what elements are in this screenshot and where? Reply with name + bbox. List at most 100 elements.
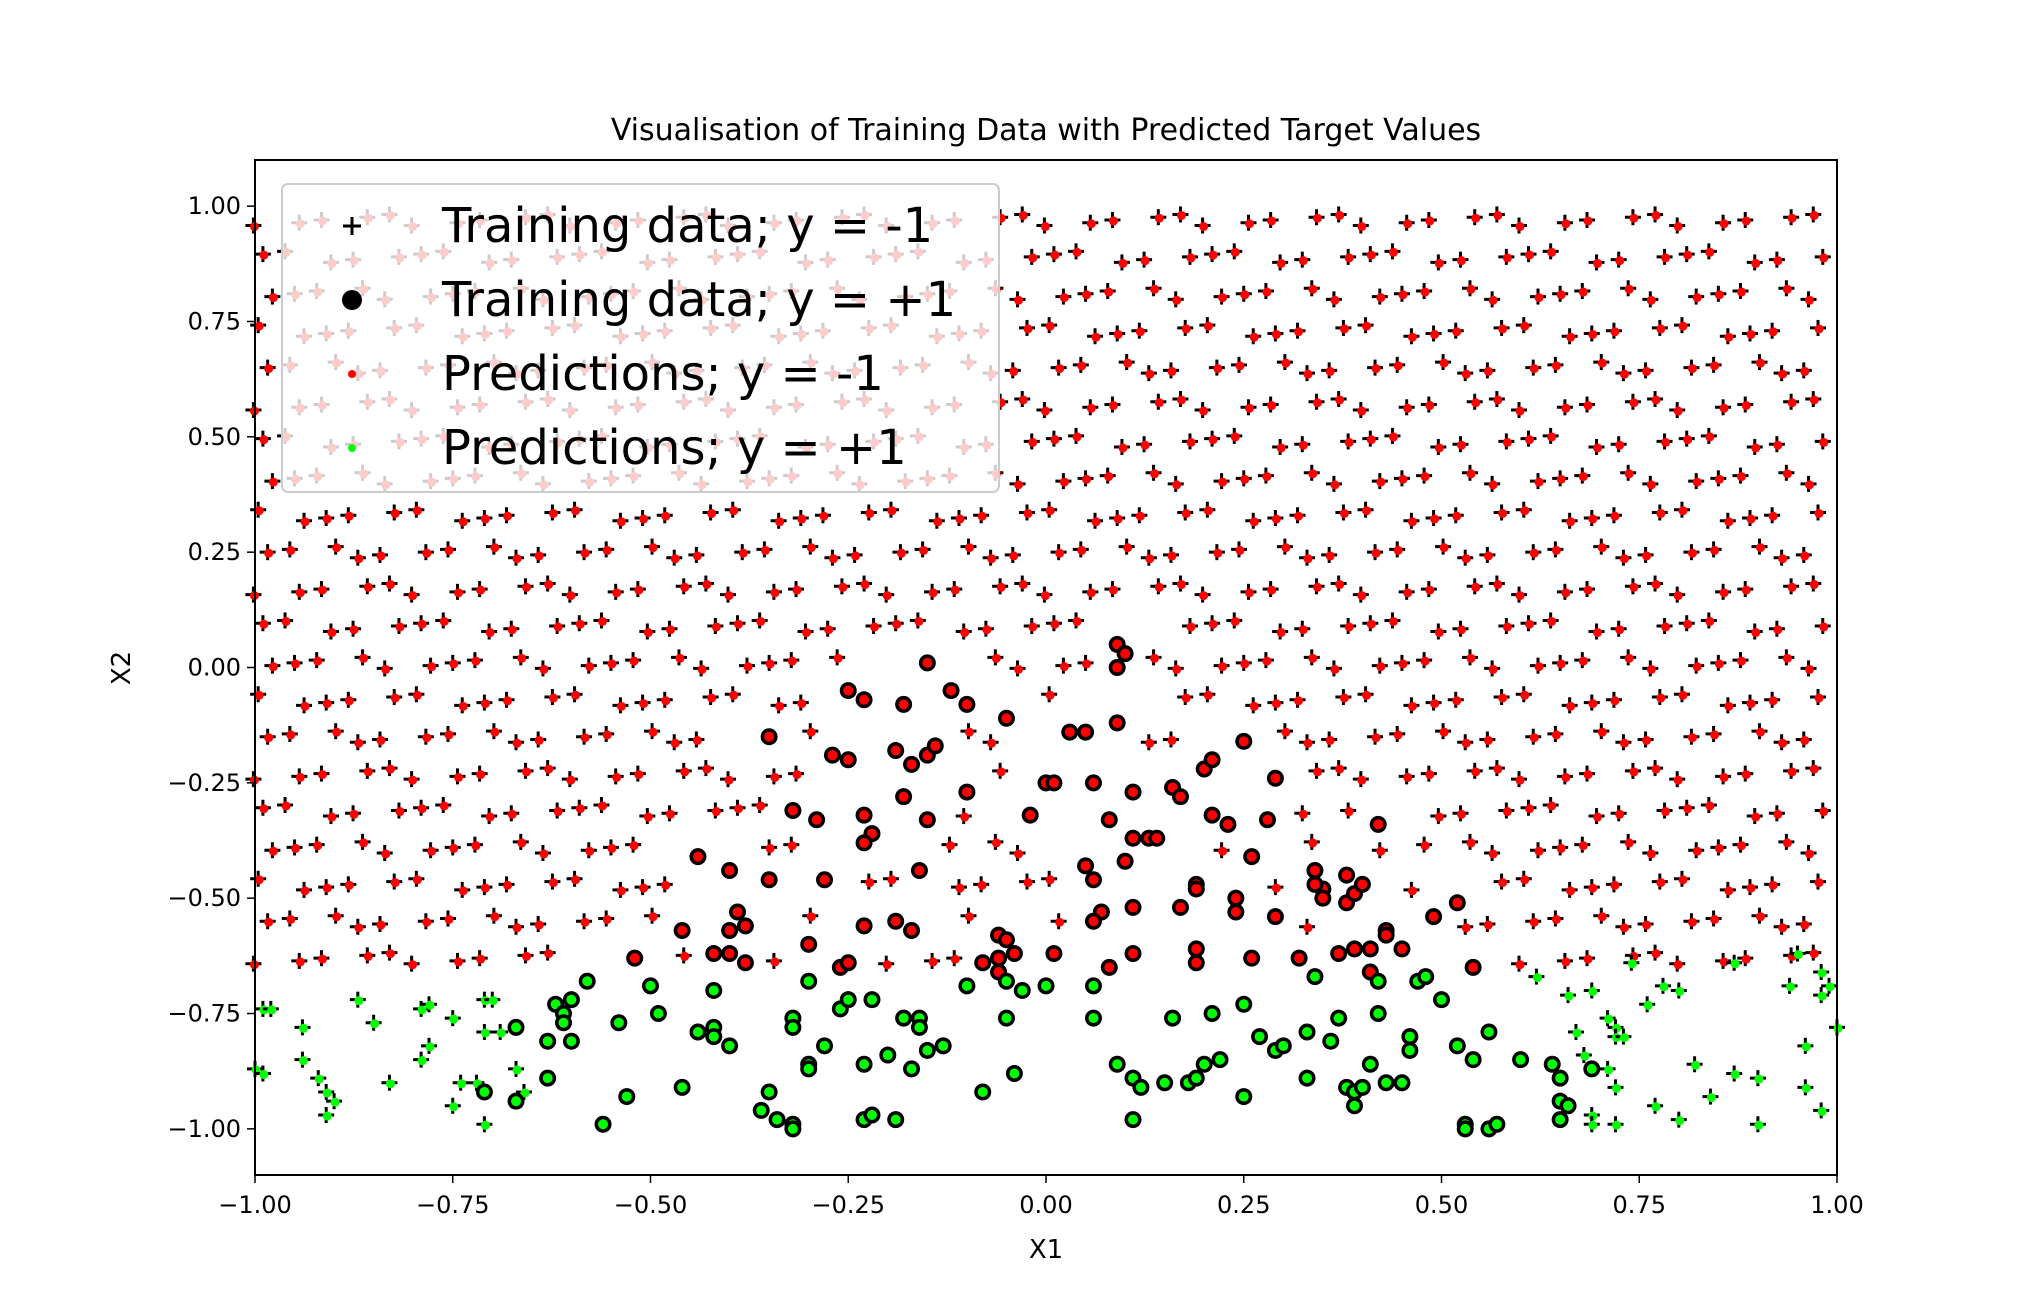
- y-axis-label: X2: [107, 651, 137, 685]
- training-point-neg: [262, 1000, 279, 1017]
- training-point-neg: [1669, 402, 1686, 419]
- training-point-neg: [1466, 393, 1483, 410]
- training-point-pos: [1401, 1041, 1419, 1059]
- legend-label: Predictions; y = +1: [442, 420, 907, 476]
- training-point-neg: [1715, 214, 1732, 231]
- training-point-neg: [1371, 657, 1388, 674]
- training-point-neg: [1651, 873, 1668, 890]
- training-point-neg: [1737, 581, 1754, 598]
- training-point-neg: [1403, 697, 1420, 714]
- training-point-neg: [702, 689, 719, 706]
- training-point-neg: [534, 660, 551, 677]
- training-point-neg: [1435, 354, 1452, 371]
- training-point-neg: [1357, 317, 1374, 334]
- training-point-pos: [997, 1009, 1015, 1027]
- training-point-neg: [1077, 654, 1094, 671]
- training-point-neg: [1072, 541, 1089, 558]
- training-point-neg: [914, 541, 931, 558]
- training-point-neg: [1479, 546, 1496, 563]
- training-point-neg: [1741, 879, 1758, 896]
- training-point-neg: [1262, 211, 1279, 228]
- training-point-pos: [903, 921, 921, 939]
- legend-item: Training data; y = +1: [342, 272, 956, 328]
- training-point-neg: [598, 541, 615, 558]
- training-point-neg: [1647, 944, 1664, 961]
- training-point-neg: [1656, 617, 1673, 634]
- training-point-neg: [1177, 319, 1194, 336]
- training-point-neg: [1710, 470, 1727, 487]
- training-point-neg: [1726, 1065, 1743, 1082]
- training-point-neg: [359, 578, 376, 595]
- y-tick-label: −0.75: [167, 1000, 241, 1028]
- training-point-neg: [1420, 396, 1437, 413]
- training-point-neg: [254, 246, 271, 263]
- training-point-neg: [1009, 291, 1026, 308]
- training-point-neg: [1741, 325, 1758, 342]
- training-point-pos: [1100, 958, 1118, 976]
- training-point-pos: [721, 945, 739, 963]
- training-point-neg: [1651, 504, 1668, 521]
- training-point-pos: [1314, 889, 1332, 907]
- training-point-neg: [403, 586, 420, 603]
- training-point-pos: [855, 1055, 873, 1073]
- training-point-neg: [1678, 615, 1695, 632]
- training-point-neg: [1050, 913, 1067, 930]
- training-point-neg: [1257, 467, 1274, 484]
- training-point-neg: [294, 1019, 311, 1036]
- training-point-neg: [1226, 243, 1243, 260]
- training-point-neg: [1340, 617, 1357, 634]
- training-point-pos: [918, 654, 936, 672]
- training-point-neg: [1257, 283, 1274, 300]
- training-point-neg: [707, 802, 724, 819]
- training-point-neg: [250, 686, 267, 703]
- training-point-neg: [598, 725, 615, 742]
- training-point-neg: [1145, 280, 1162, 297]
- training-point-neg: [254, 430, 271, 447]
- training-point-neg: [1299, 734, 1316, 751]
- training-point-neg: [1041, 317, 1058, 334]
- training-point-neg: [1773, 918, 1790, 935]
- training-point-neg: [1068, 612, 1085, 629]
- training-point-pos: [926, 737, 944, 755]
- training-point-neg: [294, 1051, 311, 1068]
- training-point-pos: [942, 682, 960, 700]
- training-point-pos: [1005, 1065, 1023, 1082]
- training-point-neg: [1014, 390, 1031, 407]
- training-point-neg: [1308, 209, 1325, 226]
- training-point-neg: [688, 731, 705, 748]
- training-point-neg: [349, 734, 366, 751]
- training-point-neg: [1605, 507, 1622, 524]
- training-point-neg: [1637, 546, 1654, 563]
- training-point-pos: [1306, 968, 1324, 986]
- training-point-neg: [1605, 691, 1622, 708]
- training-point-neg: [1267, 694, 1284, 711]
- training-point-neg: [724, 686, 741, 703]
- training-point-neg: [512, 649, 529, 666]
- training-point-neg: [1416, 652, 1433, 669]
- training-point-neg: [1561, 697, 1578, 714]
- training-point-neg: [1583, 879, 1600, 896]
- x-tick-label: −0.25: [811, 1191, 885, 1219]
- training-point-pos: [1448, 894, 1466, 912]
- training-point-neg: [1615, 549, 1632, 566]
- training-point-neg: [1805, 760, 1822, 777]
- training-point-neg: [1321, 362, 1338, 379]
- training-point-neg: [1688, 657, 1705, 674]
- training-point-neg: [544, 873, 561, 890]
- training-point-neg: [296, 512, 313, 529]
- training-point-neg: [1131, 322, 1148, 339]
- training-point-pos: [839, 751, 857, 769]
- training-point-neg: [1420, 211, 1437, 228]
- training-point-neg: [1520, 246, 1537, 263]
- training-point-neg: [517, 762, 534, 779]
- training-point-neg: [770, 512, 787, 529]
- training-point-pos: [1084, 1009, 1102, 1027]
- legend-item: Training data; y = -1: [343, 198, 933, 254]
- training-point-neg: [761, 654, 778, 671]
- training-point-neg: [1204, 615, 1221, 632]
- training-point-neg: [802, 907, 819, 924]
- training-point-pos: [1512, 1051, 1530, 1069]
- training-point-pos: [1243, 949, 1261, 967]
- training-point-neg: [281, 725, 298, 742]
